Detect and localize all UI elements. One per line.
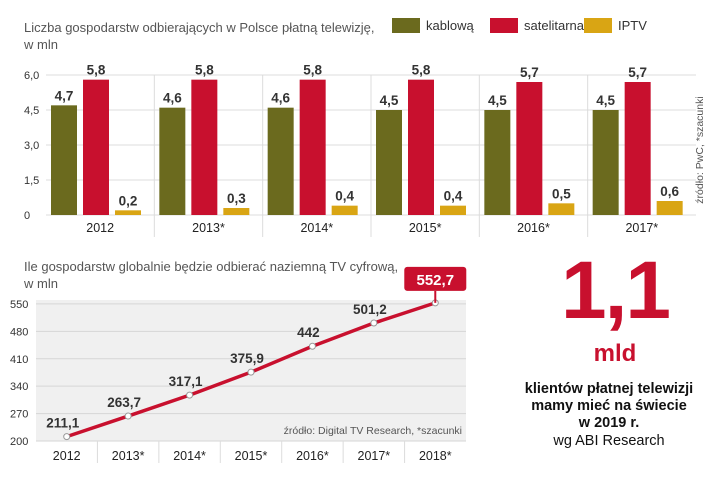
bar-value-label: 0,3	[227, 191, 246, 206]
bar	[223, 208, 250, 215]
data-point	[247, 368, 255, 376]
bar-value-label: 5,8	[87, 63, 106, 78]
y-tick-label: 6,0	[24, 70, 39, 82]
data-label: 317,1	[169, 374, 203, 389]
bar-value-label: 5,8	[303, 63, 322, 78]
data-point	[370, 319, 378, 327]
line-chart: 200 270 340 410 480 550 2012 211,1 2013* 263,7 201…	[10, 266, 467, 463]
callout-desc-line: klientów płatnej telewizji	[524, 381, 694, 397]
x-tick-label: 2014*	[300, 221, 333, 235]
bar-value-label: 5,7	[520, 65, 539, 80]
bar-value-label: 0,6	[660, 184, 679, 199]
bar	[548, 203, 575, 215]
bar-value-label: 0,4	[444, 189, 463, 204]
highlight-box	[404, 266, 467, 291]
legend-label: kablową	[426, 18, 474, 33]
bar-chart-unit: w mln	[23, 37, 58, 52]
bar	[331, 205, 358, 215]
data-label-highlight: 552,7	[417, 272, 455, 289]
bar-value-label: 4,5	[380, 93, 399, 108]
data-point	[186, 391, 194, 399]
legend-label: IPTV	[618, 18, 647, 33]
legend-swatch	[490, 18, 518, 33]
data-label: 442	[297, 325, 320, 340]
x-tick-label: 2017*	[358, 449, 391, 463]
data-point	[63, 433, 71, 441]
bar-value-label: 4,6	[163, 91, 182, 106]
callout-desc-line: mamy mieć na świecie	[531, 398, 687, 414]
x-tick-label: 2013*	[112, 449, 145, 463]
y-tick-label: 340	[10, 381, 28, 393]
x-tick-label: 2014*	[173, 449, 206, 463]
bar	[267, 107, 294, 215]
y-tick-label: 200	[10, 436, 28, 448]
callout-source: wg ABI Research	[553, 433, 665, 449]
bar	[592, 110, 619, 215]
y-tick-label: 410	[10, 354, 28, 366]
callout-description: klientów płatnej telewizji mamy mieć na …	[510, 381, 708, 432]
bar-value-label: 0,2	[119, 193, 138, 208]
data-label: 211,1	[46, 416, 80, 431]
bar-value-label: 0,4	[335, 189, 354, 204]
bar	[440, 205, 466, 215]
bar	[51, 105, 77, 215]
legend-label: satelitarna	[524, 18, 585, 33]
bar	[624, 82, 651, 215]
x-tick-label: 2017*	[625, 221, 658, 235]
x-tick-label: 2018*	[419, 449, 452, 463]
bar-value-label: 0,5	[552, 186, 571, 201]
bar	[115, 210, 141, 215]
y-tick-label: 0	[24, 210, 30, 222]
x-tick-label: 2016*	[517, 221, 550, 235]
line-chart-unit: w mln	[23, 276, 58, 291]
y-tick-label: 4,5	[24, 105, 39, 117]
bar	[484, 110, 511, 215]
line-chart-title: Ile gospodarstw globalnie będzie odbiera…	[24, 259, 398, 274]
bar-value-label: 4,7	[55, 88, 74, 103]
bar-value-label: 4,6	[271, 91, 290, 106]
bar	[656, 201, 683, 215]
bar-chart-source-note: źródło: PwC, *szacunki	[694, 96, 706, 203]
callout-value: 1,1	[561, 245, 671, 336]
x-tick-label: 2013*	[192, 221, 225, 235]
x-tick-label: 2016*	[296, 449, 329, 463]
bar	[376, 110, 402, 215]
line-chart-source-note: źródło: Digital TV Research, *szacunki	[284, 425, 462, 437]
bar	[516, 82, 543, 215]
x-tick-label: 2015*	[235, 449, 268, 463]
y-tick-label: 1,5	[24, 175, 39, 187]
data-label: 375,9	[230, 351, 264, 366]
bar-chart: 0 1,5 3,0 4,5 6,0 4,7 5,8 0,2 2012 4,6 5,8 0,3 2013*…	[24, 63, 696, 237]
x-tick-label: 2012	[86, 221, 114, 235]
callout-unit: mld	[593, 340, 637, 367]
legend-swatch	[392, 18, 420, 33]
bar-value-label: 4,5	[596, 93, 615, 108]
bar	[159, 107, 186, 215]
bar	[191, 79, 218, 216]
y-tick-label: 480	[10, 326, 28, 338]
bar-chart-legend: kablową satelitarna IPTV	[392, 18, 647, 33]
bar-value-label: 5,8	[195, 63, 214, 78]
bar-value-label: 5,7	[628, 65, 647, 80]
data-point	[308, 342, 316, 350]
bar	[83, 79, 109, 216]
callout-desc-line: w 2019 r.	[578, 415, 640, 431]
y-tick-label: 550	[10, 299, 28, 311]
data-label: 263,7	[107, 395, 141, 410]
bar-value-label: 5,8	[412, 63, 431, 78]
y-tick-label: 270	[10, 409, 28, 421]
bar-value-label: 4,5	[488, 93, 507, 108]
bar	[299, 79, 326, 216]
bar	[408, 79, 434, 216]
x-tick-label: 2012	[53, 449, 81, 463]
data-label: 501,2	[353, 302, 387, 317]
legend-swatch	[584, 18, 612, 33]
y-tick-label: 3,0	[24, 140, 39, 152]
data-point	[124, 412, 132, 420]
bar-chart-title: Liczba gospodarstw odbierających w Polsc…	[24, 20, 374, 35]
x-tick-label: 2015*	[409, 221, 442, 235]
